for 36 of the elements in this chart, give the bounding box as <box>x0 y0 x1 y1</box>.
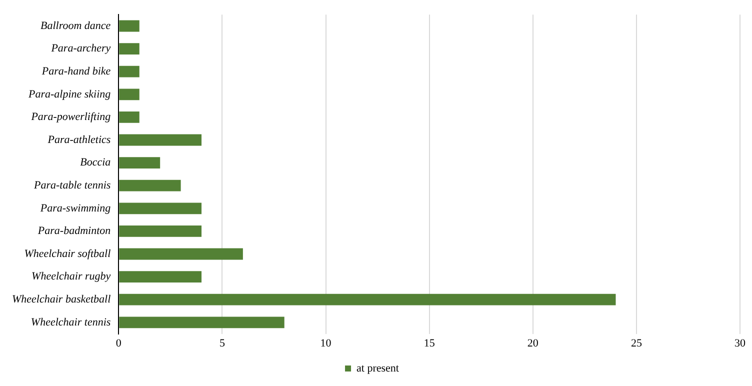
x-tick-label: 0 <box>116 337 122 350</box>
y-tick-label: Para-archery <box>50 42 111 55</box>
y-tick-label: Ballroom dance <box>40 20 111 32</box>
y-tick-label: Para-athletics <box>46 134 111 146</box>
y-tick-label: Wheelchair tennis <box>30 316 111 328</box>
y-tick-label: Wheelchair softball <box>24 248 111 260</box>
bar <box>119 157 160 168</box>
bar <box>119 180 181 192</box>
x-tick-label: 10 <box>320 337 332 350</box>
x-tick-label: 25 <box>630 337 642 350</box>
y-tick-label: Para-badminton <box>36 225 112 238</box>
bar <box>119 294 616 306</box>
y-tick-label: Para-swimming <box>39 202 112 214</box>
x-tick-label: 5 <box>219 337 226 350</box>
bar <box>119 112 140 123</box>
bar <box>119 43 140 54</box>
y-tick-label: Wheelchair rugby <box>32 270 111 283</box>
bar <box>119 66 140 78</box>
bar <box>119 316 284 328</box>
bar <box>119 226 202 237</box>
y-tick-label: Para-table tennis <box>32 179 111 192</box>
x-tick-label: 15 <box>424 337 436 350</box>
legend-label: at present <box>356 362 399 374</box>
y-tick-label: Para-hand bike <box>40 65 111 78</box>
y-tick-label: Para-powerlifting <box>30 111 112 124</box>
x-tick-label: 30 <box>734 337 746 350</box>
bar <box>119 134 202 146</box>
bar <box>119 248 243 260</box>
y-tick-label: Para-alpine skiing <box>27 88 112 100</box>
bar <box>119 20 140 32</box>
bar <box>119 88 140 100</box>
y-tick-label: Wheelchair basketball <box>12 293 111 306</box>
bar <box>119 202 202 214</box>
x-tick-label: 20 <box>527 337 539 350</box>
bar <box>119 271 202 282</box>
y-tick-label: Boccia <box>80 156 112 169</box>
